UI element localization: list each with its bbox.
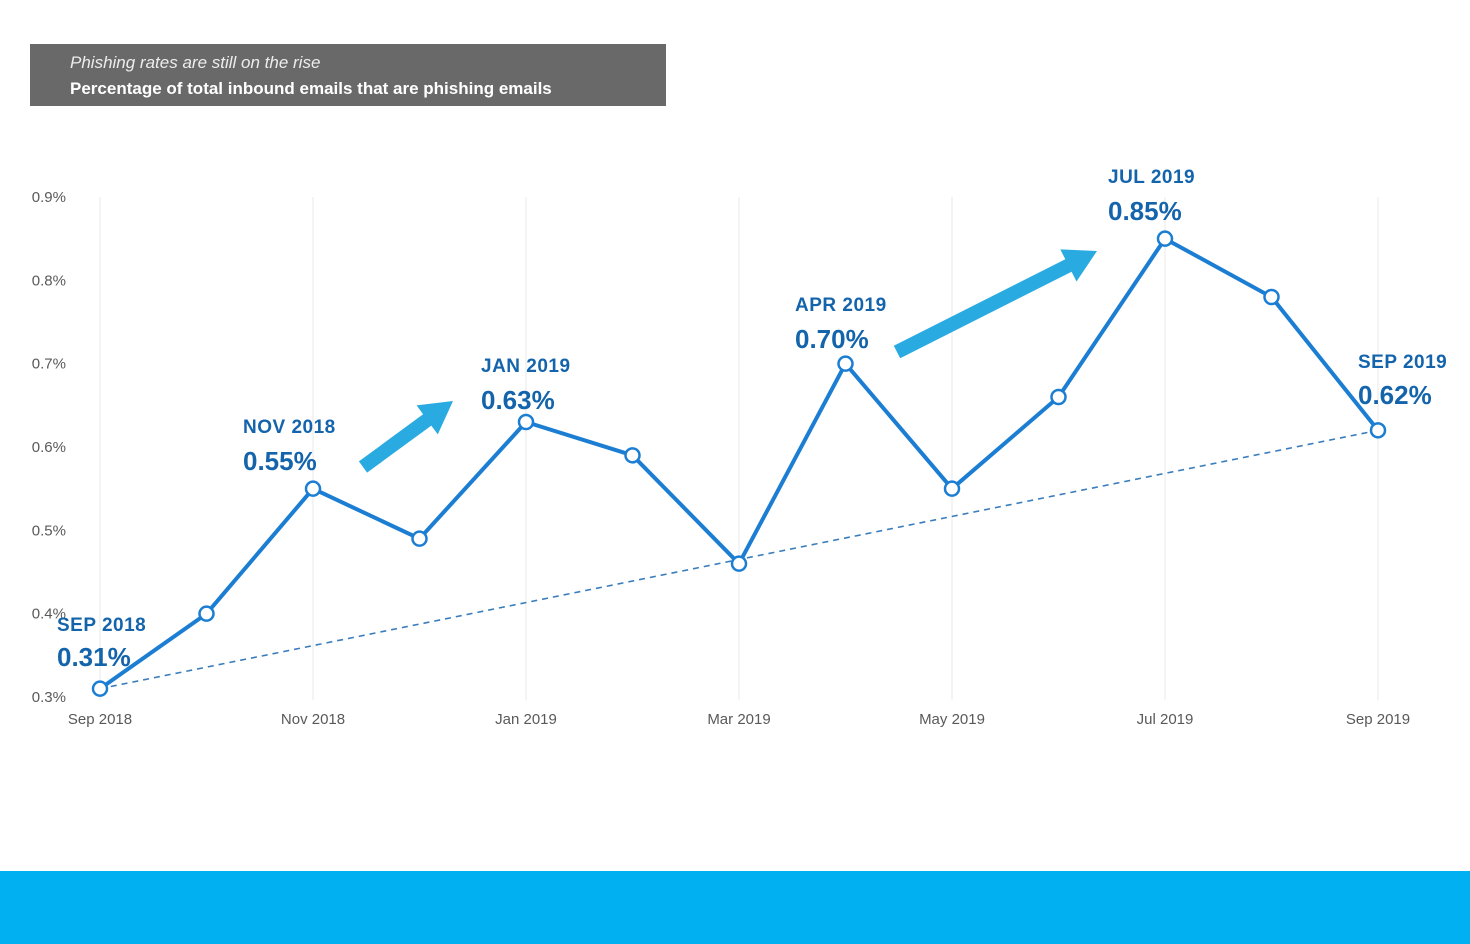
bottom-accent-bar: [0, 871, 1470, 944]
y-axis-tick-label: 0.4%: [32, 606, 66, 623]
annotation-value-label: 0.55%: [243, 446, 317, 476]
data-point: [91, 680, 109, 697]
data-point: [198, 605, 215, 622]
annotation-month-label: JAN 2019: [481, 356, 571, 377]
data-point: [517, 413, 535, 431]
data-point: [304, 480, 322, 497]
annotation-month-label: SEP 2018: [57, 615, 146, 636]
annotation-value-label: 0.31%: [57, 642, 131, 672]
annotation-value-label: 0.62%: [1358, 380, 1432, 410]
x-axis-tick-label: Sep 2018: [68, 711, 132, 728]
annotation-month-label: APR 2019: [795, 295, 887, 316]
x-axis-tick-label: Nov 2018: [281, 711, 345, 728]
x-axis-tick-label: Mar 2019: [707, 711, 770, 728]
data-point: [411, 530, 428, 547]
annotation-month-label: SEP 2019: [1358, 352, 1447, 373]
y-axis-tick-label: 0.8%: [32, 272, 66, 289]
data-point: [943, 480, 961, 497]
data-point: [1156, 230, 1174, 247]
annotation-value-label: 0.63%: [481, 385, 555, 415]
x-axis-tick-label: Sep 2019: [1346, 711, 1410, 728]
y-axis-tick-label: 0.9%: [32, 189, 66, 206]
x-axis-tick-label: Jan 2019: [495, 711, 557, 728]
y-axis-tick-label: 0.3%: [32, 689, 66, 706]
data-point: [1369, 422, 1387, 439]
annotation-value-label: 0.85%: [1108, 196, 1182, 226]
chart-subtitle: Phishing rates are still on the rise: [70, 53, 321, 72]
y-axis-tick-label: 0.5%: [32, 522, 66, 539]
y-axis-tick-label: 0.7%: [32, 356, 66, 373]
chart-header: Phishing rates are still on the rise Per…: [30, 44, 666, 106]
y-axis-tick-label: 0.6%: [32, 439, 66, 456]
data-point: [837, 355, 854, 372]
data-point: [1263, 288, 1280, 306]
annotation-month-label: JUL 2019: [1108, 167, 1195, 188]
chart-title: Percentage of total inbound emails that …: [70, 79, 552, 98]
data-point: [730, 555, 748, 572]
data-point: [624, 447, 641, 464]
x-axis-tick-label: May 2019: [919, 711, 985, 728]
data-point: [1050, 388, 1067, 406]
upward-trend-arrow-icon: [358, 401, 453, 473]
annotation-value-label: 0.70%: [795, 324, 869, 354]
x-axis-tick-label: Jul 2019: [1137, 711, 1194, 728]
upward-trend-arrow-icon: [893, 249, 1097, 359]
annotation-month-label: NOV 2018: [243, 417, 336, 438]
